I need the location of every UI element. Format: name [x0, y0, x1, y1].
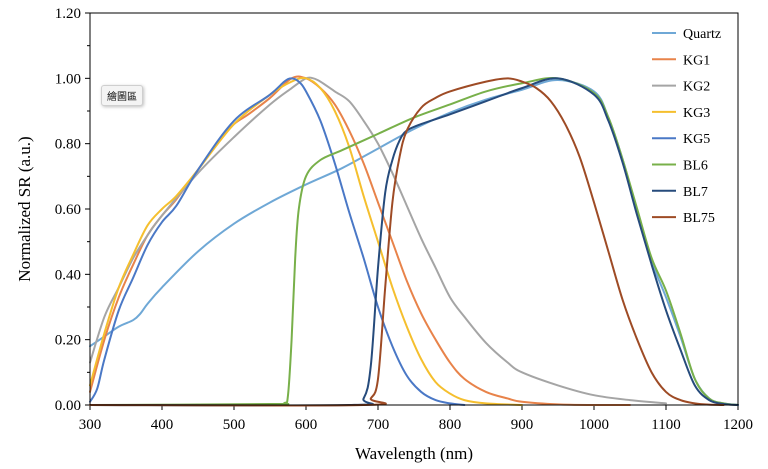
legend-label-kg5: KG5 — [683, 132, 710, 147]
x-tick-label: 1100 — [651, 417, 680, 433]
y-tick-label: 0.20 — [55, 333, 81, 349]
series-layer — [89, 75, 739, 407]
x-tick-label: 300 — [79, 417, 102, 433]
x-tick-label: 700 — [367, 417, 390, 433]
series-line-bl75 — [89, 77, 725, 407]
legend-label-kg1: KG1 — [683, 53, 710, 68]
x-tick-label: 1200 — [723, 417, 753, 433]
series-line-kg5 — [89, 77, 466, 406]
series-line-quartz — [89, 78, 739, 406]
x-tick-label: 600 — [295, 417, 318, 433]
plot-area-frame — [89, 12, 739, 406]
legend: Quartz KG1 KG2 KG3 KG5 BL6 BL7 BL75 — [652, 27, 721, 226]
y-axis-ticks: 0.00 0.20 0.40 0.60 0.80 1.00 1.20 — [55, 6, 90, 414]
series-line-kg2 — [89, 76, 667, 405]
series-line-bl6 — [89, 76, 739, 406]
x-tick-label: 1000 — [579, 417, 609, 433]
series-line-kg1 — [89, 75, 631, 407]
series-line-bl7 — [89, 77, 739, 407]
legend-label-kg3: KG3 — [683, 106, 710, 121]
x-axis-title: Wavelength (nm) — [355, 444, 473, 463]
x-tick-label: 400 — [151, 417, 174, 433]
y-tick-label: 0.40 — [55, 267, 81, 283]
x-axis-ticks: 300 400 500 600 700 800 900 1000 1100 1200 — [79, 405, 753, 433]
y-tick-label: 0.60 — [55, 202, 81, 218]
legend-label-bl6: BL6 — [683, 159, 708, 174]
y-tick-label: 0.80 — [55, 137, 81, 153]
x-tick-label: 800 — [439, 417, 462, 433]
y-tick-label: 0.00 — [55, 398, 81, 414]
x-tick-label: 500 — [223, 417, 246, 433]
series-line-kg3 — [89, 76, 523, 406]
plot-area-tooltip: 繪圖區 — [101, 85, 143, 106]
y-tick-label: 1.00 — [55, 71, 81, 87]
legend-label-quartz: Quartz — [683, 27, 721, 42]
y-tick-label: 1.20 — [55, 6, 81, 22]
legend-label-bl7: BL7 — [683, 185, 708, 200]
x-tick-label: 900 — [511, 417, 534, 433]
legend-label-kg2: KG2 — [683, 80, 710, 95]
legend-label-bl75: BL75 — [683, 211, 715, 226]
y-axis-title: Normalized SR (a.u.) — [15, 136, 34, 281]
